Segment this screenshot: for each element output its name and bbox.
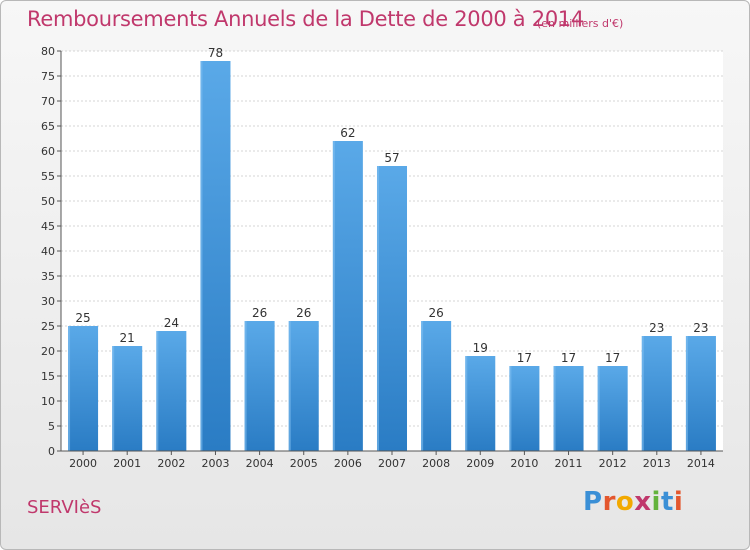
- value-label-2007: 57: [384, 151, 399, 165]
- y-tick-label: 25: [41, 320, 55, 333]
- logo-letter: o: [615, 487, 635, 517]
- bar-highlight: [200, 61, 203, 451]
- x-tick-label-2007: 2007: [378, 457, 406, 470]
- x-tick-label-2005: 2005: [290, 457, 318, 470]
- x-tick-label-2009: 2009: [466, 457, 494, 470]
- x-tick-label-2006: 2006: [334, 457, 362, 470]
- value-label-2011: 17: [561, 351, 576, 365]
- y-tick-label: 5: [48, 420, 55, 433]
- y-tick-label: 65: [41, 120, 55, 133]
- bar-highlight: [421, 321, 424, 451]
- logo-letter: i: [651, 487, 661, 517]
- y-tick-label: 10: [41, 395, 55, 408]
- logo-letter: t: [660, 487, 674, 517]
- bar-highlight: [288, 321, 291, 451]
- bar-2000: [68, 326, 99, 451]
- value-label-2005: 26: [296, 306, 311, 320]
- value-label-2013: 23: [649, 321, 664, 335]
- bar-2005: [288, 321, 319, 451]
- value-label-2002: 24: [164, 316, 179, 330]
- x-tick-label-2012: 2012: [599, 457, 627, 470]
- x-tick-label-2004: 2004: [246, 457, 274, 470]
- bar-2002: [156, 331, 187, 451]
- y-tick-label: 70: [41, 95, 55, 108]
- chart-title: Remboursements Annuels de la Dette de 20…: [27, 7, 584, 31]
- value-label-2000: 25: [75, 311, 90, 325]
- bar-highlight: [244, 321, 247, 451]
- axis-layer: 0 5 10 15 20 25 30 35 40 45 50 55 60 65 70 75 80 2000 2001…: [41, 45, 723, 470]
- bar-2013: [641, 336, 672, 451]
- y-tick-label: 75: [41, 70, 55, 83]
- y-tick-label: 35: [41, 270, 55, 283]
- bar-highlight: [68, 326, 71, 451]
- y-tick-label: 60: [41, 145, 55, 158]
- bar-2001: [112, 346, 143, 451]
- logo-letter: P: [583, 487, 603, 517]
- bar-2014: [685, 336, 716, 451]
- bar-2007: [376, 166, 408, 451]
- value-label-2001: 21: [120, 331, 135, 345]
- value-label-2012: 17: [605, 351, 620, 365]
- bar-2008: [421, 321, 452, 451]
- y-tick-label: 20: [41, 345, 55, 358]
- proxiti-logo: Proxiti: [583, 487, 683, 517]
- logo-letter: i: [673, 487, 684, 517]
- bar-2009: [465, 356, 496, 451]
- bar-highlight: [597, 366, 600, 451]
- y-tick-label: 30: [41, 295, 55, 308]
- y-tick-label: 15: [41, 370, 55, 383]
- bar-highlight: [641, 336, 644, 451]
- y-tick-label: 55: [41, 170, 55, 183]
- y-tick-label: 0: [48, 445, 55, 458]
- value-label-2009: 19: [473, 341, 488, 355]
- bar-highlight: [156, 331, 159, 451]
- x-tick-label-2000: 2000: [69, 457, 97, 470]
- label-layer: 25 21 24 78 26 26 62 57 26 19 17 17 17 23 23: [75, 46, 708, 365]
- bar-highlight: [465, 356, 468, 451]
- bar-2006: [332, 141, 363, 451]
- x-tick-label-2010: 2010: [510, 457, 538, 470]
- value-label-2006: 62: [340, 126, 355, 140]
- bar-highlight: [332, 141, 335, 451]
- value-label-2014: 23: [693, 321, 708, 335]
- bar-highlight: [376, 166, 379, 451]
- logo-letter: r: [602, 487, 616, 517]
- bar-2010: [509, 366, 540, 451]
- x-tick-label-2011: 2011: [555, 457, 583, 470]
- x-tick-label-2001: 2001: [113, 457, 141, 470]
- value-label-2003: 78: [208, 46, 223, 60]
- y-tick-label: 50: [41, 195, 55, 208]
- x-tick-label-2002: 2002: [157, 457, 185, 470]
- x-tick-label-2003: 2003: [201, 457, 229, 470]
- y-tick-label: 80: [41, 45, 55, 58]
- bar-highlight: [553, 366, 556, 451]
- value-label-2004: 26: [252, 306, 267, 320]
- logo-letter: x: [634, 487, 652, 517]
- bar-2011: [553, 366, 584, 451]
- value-label-2010: 17: [517, 351, 532, 365]
- y-tick-label: 45: [41, 220, 55, 233]
- y-tick-label: 40: [41, 245, 55, 258]
- x-tick-label-2013: 2013: [643, 457, 671, 470]
- bar-layer: [68, 61, 716, 451]
- bar-2012: [597, 366, 628, 451]
- x-tick-label-2014: 2014: [687, 457, 715, 470]
- town-name: SERVIèS: [27, 497, 102, 518]
- bar-2004: [244, 321, 275, 451]
- bar-2003: [200, 61, 231, 451]
- bar-highlight: [112, 346, 115, 451]
- chart-unit: (en milliers d'€): [537, 17, 624, 30]
- value-label-2008: 26: [428, 306, 443, 320]
- x-tick-label-2008: 2008: [422, 457, 450, 470]
- bar-highlight: [685, 336, 688, 451]
- bar-highlight: [509, 366, 512, 451]
